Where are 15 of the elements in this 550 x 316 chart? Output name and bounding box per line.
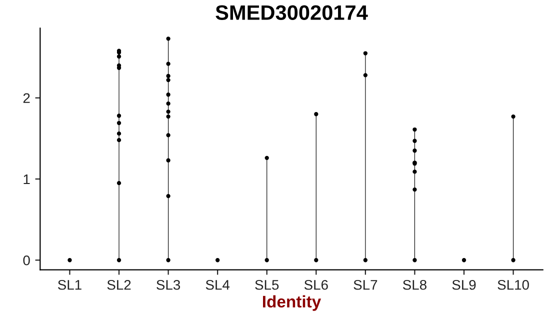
x-tick-label: SL5 <box>255 280 279 290</box>
chart-title: SMED30020174 <box>216 5 368 20</box>
x-tick-label: SL9 <box>452 280 476 290</box>
x-tick-label: SL3 <box>156 280 180 290</box>
x-tick-label: SL7 <box>354 280 378 290</box>
x-tick-label: SL4 <box>206 280 230 290</box>
x-tick-label: SL1 <box>58 280 82 290</box>
x-tick-label: SL8 <box>402 280 426 290</box>
x-tick-label: SL2 <box>107 280 131 290</box>
y-tick-label: 2 <box>23 93 30 103</box>
x-tick-label: SL6 <box>304 280 328 290</box>
y-tick-label: 0 <box>23 255 30 266</box>
x-tick-label: SL10 <box>498 280 529 290</box>
x-axis-title: Identity <box>262 295 322 311</box>
y-tick-label: 1 <box>24 174 30 184</box>
